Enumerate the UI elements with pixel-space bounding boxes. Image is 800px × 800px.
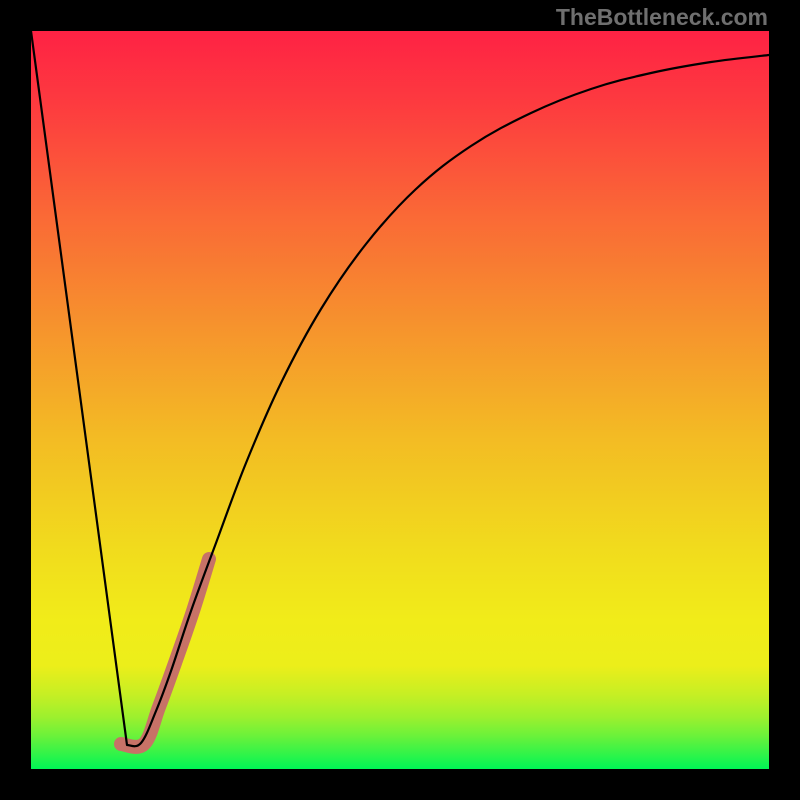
- highlight-segment: [121, 559, 209, 747]
- chart-curves: [31, 31, 769, 769]
- watermark-text: TheBottleneck.com: [556, 4, 768, 31]
- plot-area: [31, 31, 769, 769]
- frame-right: [769, 0, 800, 800]
- frame-left: [0, 0, 31, 800]
- frame-bottom: [0, 769, 800, 800]
- main-curve: [31, 31, 769, 746]
